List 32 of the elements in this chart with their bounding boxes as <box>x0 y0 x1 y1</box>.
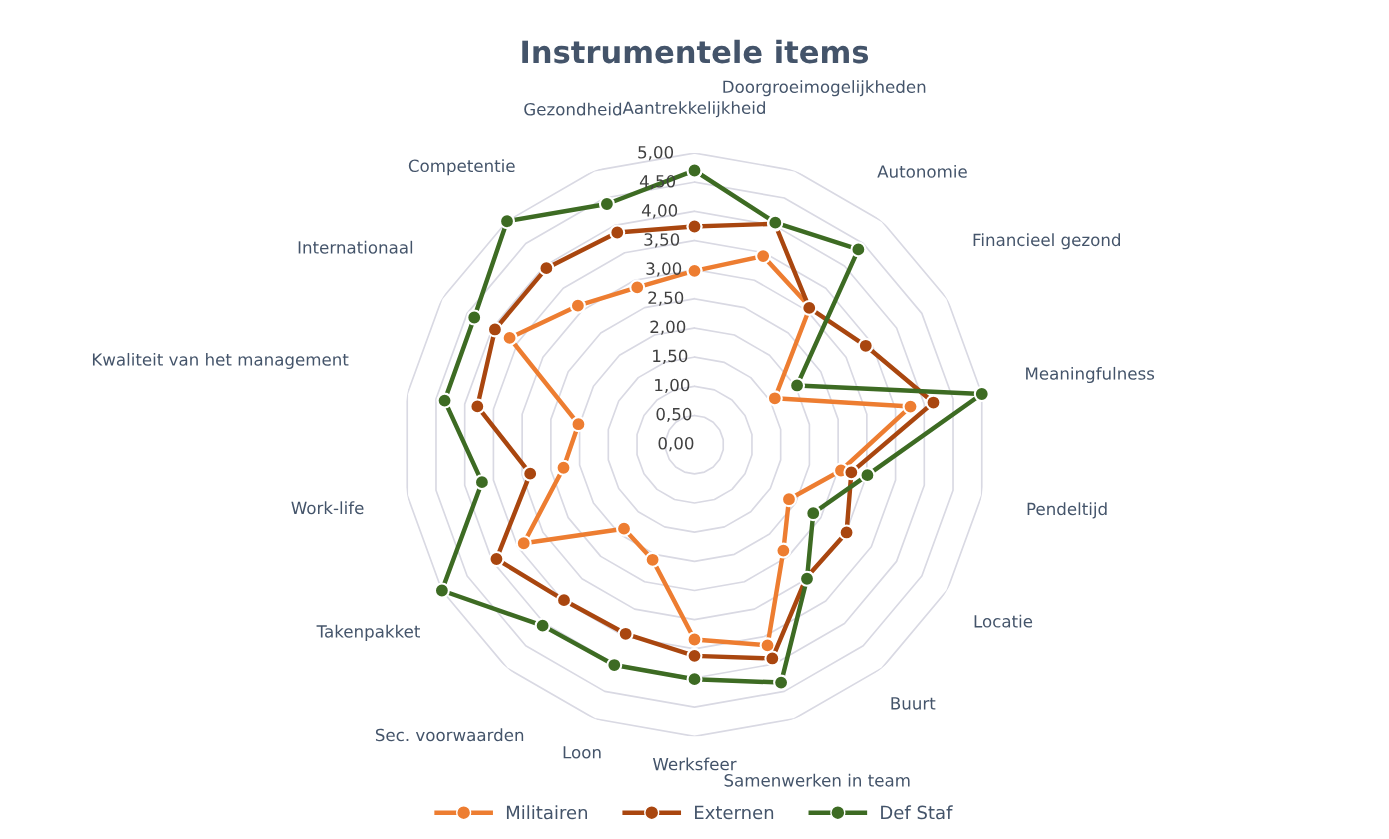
spoke-label: Pendeltijd <box>1027 502 1107 519</box>
spoke-label: Gezondheid <box>524 102 622 116</box>
spoke-label: Werksfeer <box>652 757 737 771</box>
y-tick-label: 2,50 <box>648 291 684 306</box>
spoke-label: Financieel gezond <box>973 233 1120 250</box>
legend-label: Militairen <box>506 805 587 820</box>
spoke-label: Meaningfulness <box>1026 366 1155 384</box>
spoke-label: Aantrekkelijkheid <box>622 101 765 118</box>
y-tick-label: 4,00 <box>641 204 678 219</box>
y-tick-label: 1,50 <box>653 349 688 364</box>
spoke-label: Internationaal <box>298 240 413 254</box>
spoke-label: Doorgroeimogelijkheden <box>723 80 926 97</box>
y-tick-label: 0,50 <box>656 407 692 423</box>
y-tick-label: 3,00 <box>646 262 682 277</box>
legend-label: Def Staf <box>881 805 953 820</box>
legend-label: Externen <box>695 805 774 820</box>
chart-title: Instrumentele items <box>522 39 869 64</box>
spoke-label: Takenpakket <box>316 624 420 641</box>
spoke-label: Autonomie <box>877 164 967 178</box>
y-tick-label: 3,50 <box>644 233 680 248</box>
spoke-label: Locatie <box>974 614 1033 628</box>
y-tick-label: 0,00 <box>658 436 694 452</box>
spoke-label: Work-life <box>291 501 364 515</box>
spoke-label: Competentie <box>408 159 515 176</box>
spoke-label: Sec. voorwaarden <box>375 728 524 742</box>
spoke-label: Kwaliteit van het management <box>92 352 349 370</box>
spoke-label: Samenwerken in team <box>724 773 910 787</box>
y-tick-label: 5,00 <box>638 145 674 161</box>
spoke-label: Loon <box>563 746 601 759</box>
y-tick-label: 2,00 <box>650 320 686 335</box>
y-tick-label: 1,00 <box>655 378 690 394</box>
spoke-label: Buurt <box>891 697 936 710</box>
